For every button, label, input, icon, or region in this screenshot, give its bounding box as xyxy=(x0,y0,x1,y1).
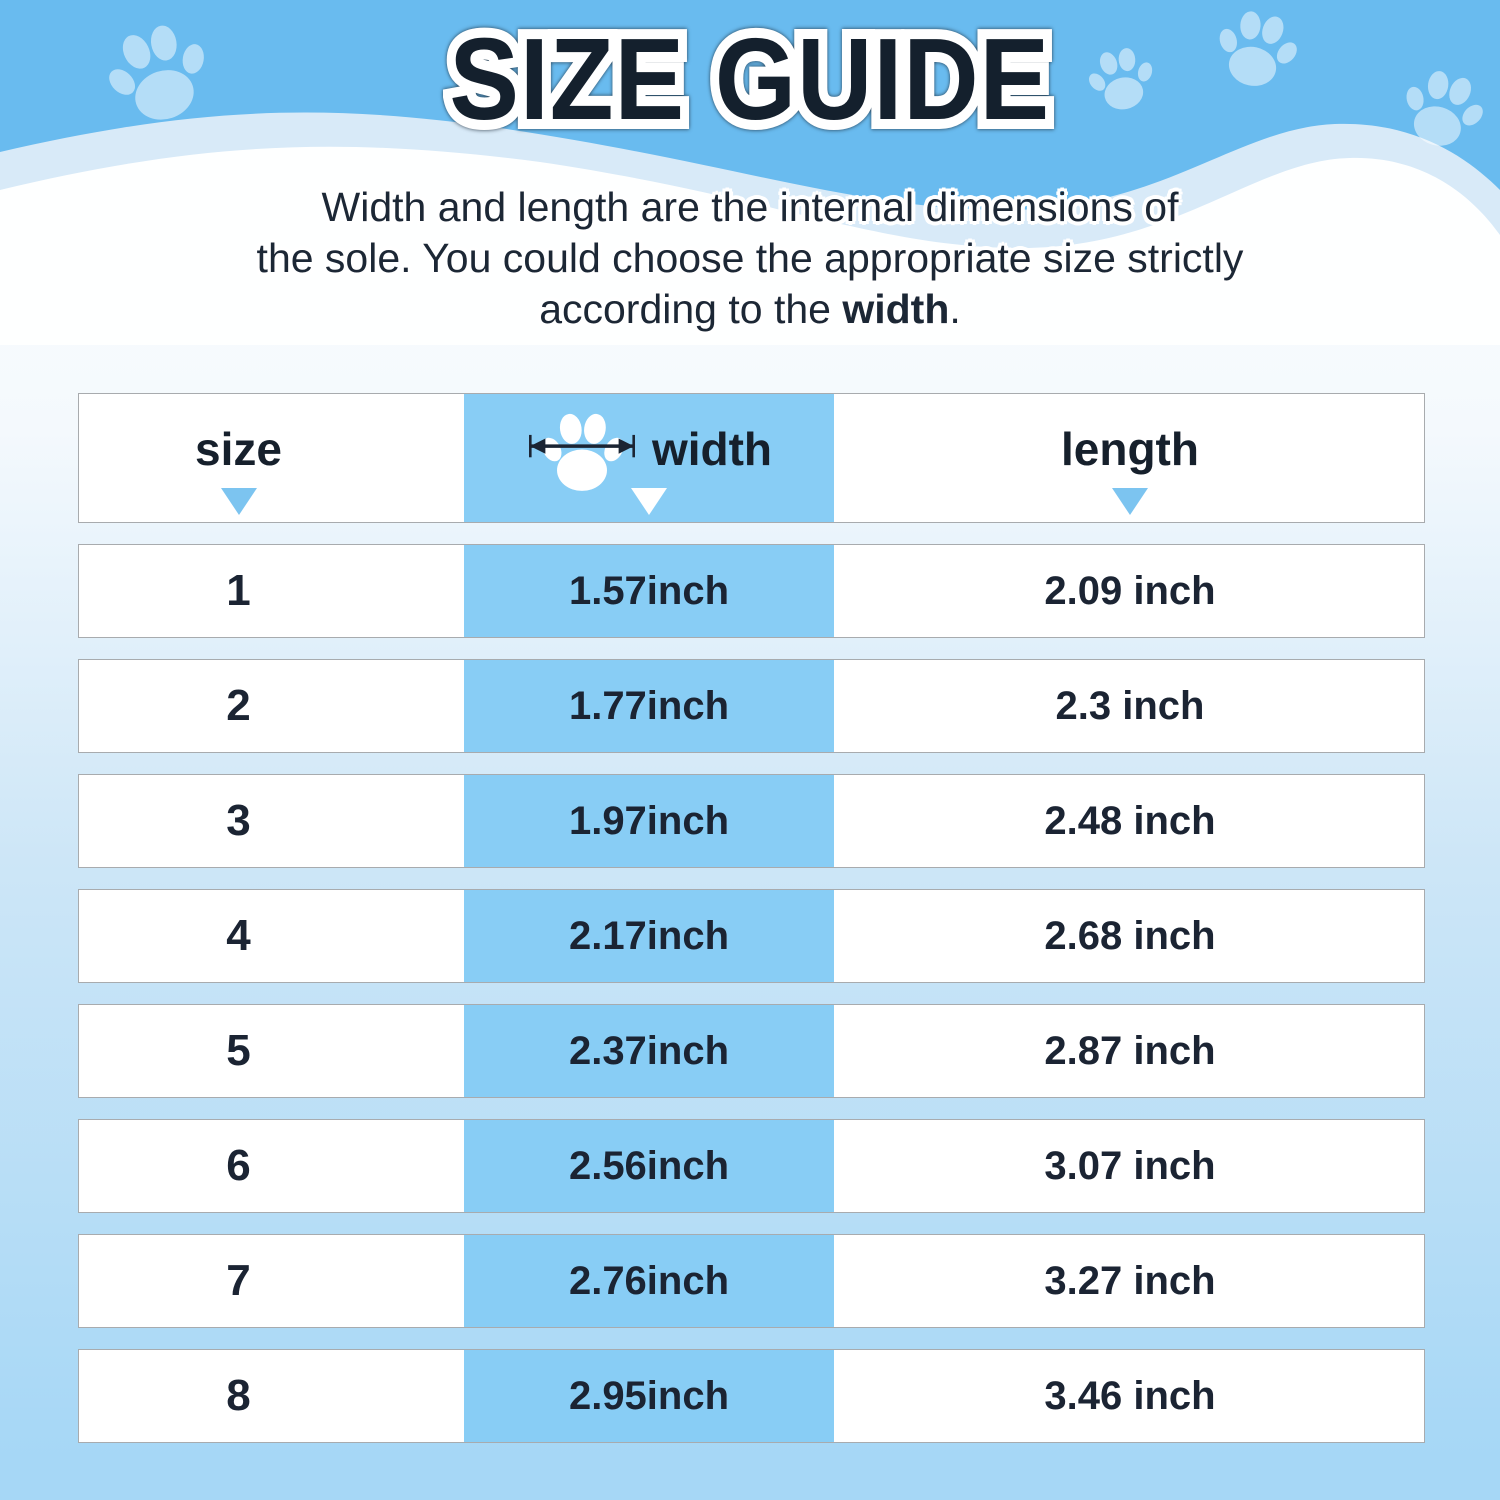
cell-width: 2.56inch xyxy=(464,1120,834,1212)
table-row: 4 2.17inch 2.68 inch xyxy=(78,889,1425,983)
cell-size: 5 xyxy=(226,1026,251,1075)
description-line-2: the sole. You could choose the appropria… xyxy=(256,235,1244,281)
cell-size: 6 xyxy=(226,1141,251,1190)
cell-width: 2.37inch xyxy=(464,1005,834,1097)
table-row: 7 2.76inch 3.27 inch xyxy=(78,1234,1425,1328)
table-row: 2 1.77inch 2.3 inch xyxy=(78,659,1425,753)
cell-length: 2.3 inch xyxy=(1055,683,1205,728)
cell-width: 1.77inch xyxy=(464,660,834,752)
cell-length: 2.09 inch xyxy=(1044,568,1216,613)
cell-width: 2.17inch xyxy=(464,890,834,982)
page-title: SIZE GUIDE xyxy=(450,12,1051,146)
table-row: 8 2.95inch 3.46 inch xyxy=(78,1349,1425,1443)
width-emphasis: width xyxy=(842,286,950,332)
cell-width: 1.97inch xyxy=(464,775,834,867)
cell-width: 2.76inch xyxy=(464,1235,834,1327)
width-header-label: width xyxy=(651,423,773,475)
width-header-group: width xyxy=(526,400,772,516)
cell-length: 3.46 inch xyxy=(1044,1373,1216,1418)
cell-size: 8 xyxy=(226,1371,251,1420)
cell-size: 4 xyxy=(226,911,251,960)
column-header-size: size xyxy=(79,394,464,522)
table-row: 1 1.57inch 2.09 inch xyxy=(78,544,1425,638)
cell-length: 3.07 inch xyxy=(1044,1143,1216,1188)
table-row: 3 1.97inch 2.48 inch xyxy=(78,774,1425,868)
cell-size: 7 xyxy=(226,1256,251,1305)
cell-width: 1.57inch xyxy=(464,545,834,637)
description: Width and length are the internal dimens… xyxy=(0,182,1500,335)
cell-length: 3.27 inch xyxy=(1044,1258,1216,1303)
paw-width-arrow-icon xyxy=(528,413,635,491)
cell-length: 2.68 inch xyxy=(1044,913,1216,958)
triangle-down-icon xyxy=(1112,488,1148,515)
cell-size: 1 xyxy=(226,566,251,615)
column-header-width: width xyxy=(464,394,834,522)
description-line-3: according to the width. xyxy=(539,286,961,332)
table-header-row: size xyxy=(78,393,1425,523)
cell-width: 2.95inch xyxy=(464,1350,834,1442)
title-wrap: SIZE GUIDE xyxy=(0,12,1500,146)
table-row: 6 2.56inch 3.07 inch xyxy=(78,1119,1425,1213)
cell-length: 2.87 inch xyxy=(1044,1028,1216,1073)
cell-size: 2 xyxy=(226,681,251,730)
triangle-down-icon xyxy=(631,488,667,515)
size-header-label: size xyxy=(195,423,282,475)
length-header-label: length xyxy=(1061,423,1199,475)
triangle-down-icon xyxy=(220,488,257,515)
cell-length: 2.48 inch xyxy=(1044,798,1216,843)
size-table: size xyxy=(78,393,1425,1443)
table-row: 5 2.37inch 2.87 inch xyxy=(78,1004,1425,1098)
cell-size: 3 xyxy=(226,796,251,845)
description-line-1: Width and length are the internal dimens… xyxy=(321,184,1179,230)
column-header-length: length xyxy=(834,394,1426,522)
